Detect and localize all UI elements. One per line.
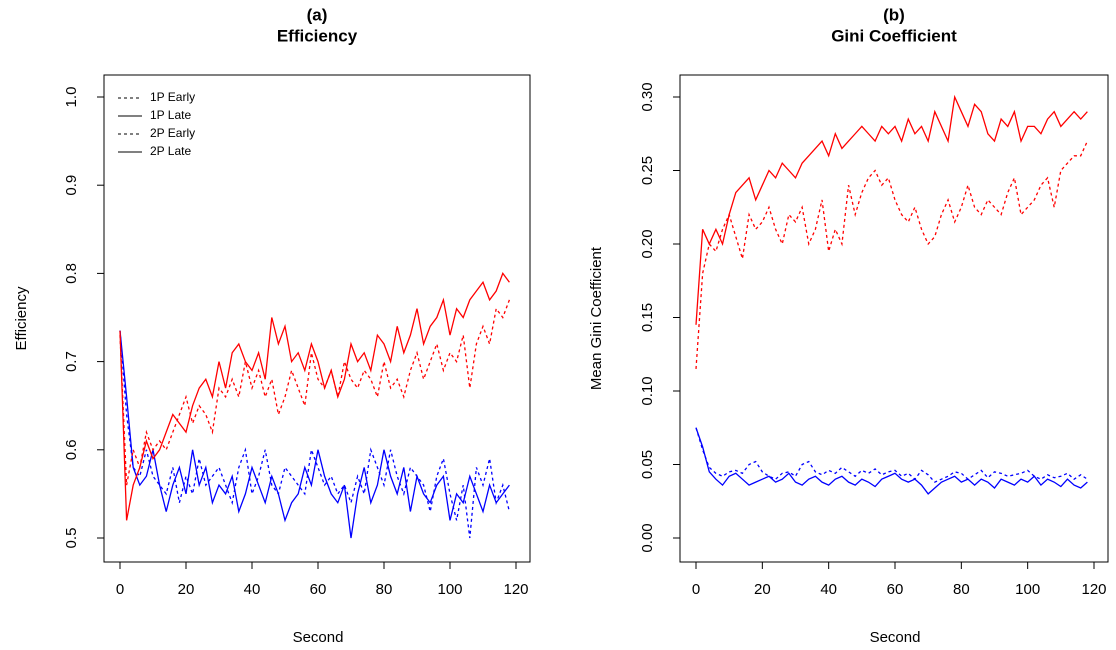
x-tick-label: 60 bbox=[310, 581, 327, 598]
y-tick-label: 0.7 bbox=[63, 351, 80, 372]
x-tick-label: 80 bbox=[376, 581, 393, 598]
legend-label: 2P Late bbox=[150, 144, 191, 158]
legend-label: 1P Late bbox=[150, 108, 191, 122]
series-line bbox=[119, 330, 511, 539]
series-line bbox=[695, 427, 1088, 495]
series-line bbox=[119, 330, 510, 539]
x-tick-label: 40 bbox=[244, 581, 261, 598]
y-tick-label: 0.30 bbox=[639, 82, 656, 111]
x-tick-label: 20 bbox=[754, 581, 771, 598]
y-axis-label: Mean Gini Coefficient bbox=[588, 246, 605, 390]
x-tick-label: 40 bbox=[820, 581, 837, 598]
y-tick-label: 0.00 bbox=[639, 523, 656, 552]
chart-title: (b) bbox=[883, 5, 905, 24]
y-tick-label: 0.8 bbox=[63, 263, 80, 284]
x-axis-label: Second bbox=[870, 629, 921, 646]
x-tick-label: 80 bbox=[953, 581, 970, 598]
x-axis-label: Second bbox=[293, 629, 344, 646]
series-line bbox=[119, 299, 511, 486]
x-tick-label: 0 bbox=[692, 581, 700, 598]
y-tick-label: 0.9 bbox=[63, 175, 80, 196]
series-line bbox=[695, 94, 1088, 325]
chart-subtitle: Gini Coefficient bbox=[831, 26, 957, 45]
series-line bbox=[119, 272, 510, 521]
y-axis-label: Efficiency bbox=[13, 286, 30, 350]
chart-subtitle: Efficiency bbox=[277, 26, 358, 45]
y-tick-label: 0.6 bbox=[63, 439, 80, 460]
y-tick-label: 1.0 bbox=[63, 87, 80, 108]
y-tick-label: 0.25 bbox=[639, 156, 656, 185]
y-tick-label: 0.10 bbox=[639, 376, 656, 405]
x-tick-label: 120 bbox=[1081, 581, 1106, 598]
x-tick-label: 60 bbox=[887, 581, 904, 598]
x-tick-label: 0 bbox=[116, 581, 124, 598]
y-tick-label: 0.5 bbox=[63, 528, 80, 549]
x-tick-label: 100 bbox=[437, 581, 462, 598]
x-tick-label: 20 bbox=[178, 581, 195, 598]
legend-label: 2P Early bbox=[150, 126, 195, 140]
legend-label: 1P Early bbox=[150, 90, 195, 104]
y-tick-label: 0.20 bbox=[639, 229, 656, 258]
series-line bbox=[695, 427, 1088, 483]
chart-title: (a) bbox=[307, 5, 328, 24]
x-tick-label: 120 bbox=[503, 581, 528, 598]
y-tick-label: 0.05 bbox=[639, 450, 656, 479]
x-tick-label: 100 bbox=[1015, 581, 1040, 598]
series-line bbox=[695, 140, 1088, 369]
y-tick-label: 0.15 bbox=[639, 303, 656, 332]
